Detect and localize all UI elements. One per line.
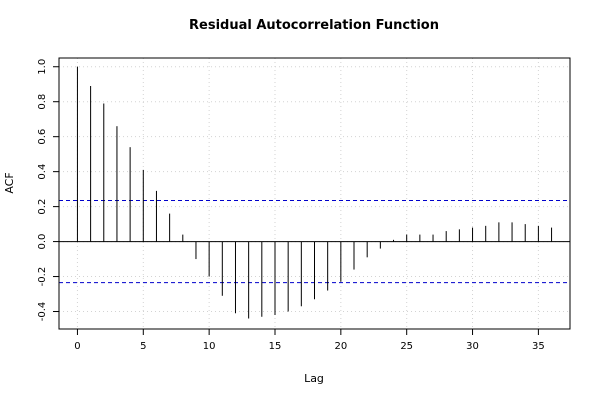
- y-tick-label: 1.0: [37, 59, 48, 75]
- x-axis-label: Lag: [304, 372, 324, 385]
- x-tick-label: 15: [269, 341, 282, 352]
- plot-frame: [58, 57, 571, 330]
- y-tick-label: 0.6: [37, 129, 48, 145]
- x-tick-label: 25: [400, 341, 413, 352]
- acf-bars: [76, 66, 553, 319]
- y-axis: -0.4 -0.2 0.0 0.2 0.4 0.6 0.8 1.0: [37, 59, 60, 322]
- y-axis-label: ACF: [3, 172, 16, 193]
- y-tick-label: 0.4: [37, 164, 48, 180]
- y-tick-label: 0.8: [37, 94, 48, 110]
- x-tick-label: 0: [74, 341, 80, 352]
- x-tick-label: 30: [466, 341, 479, 352]
- y-tick-label: -0.2: [37, 267, 48, 287]
- x-tick-label: 20: [334, 341, 347, 352]
- x-tick-label: 10: [203, 341, 216, 352]
- x-tick-label: 35: [532, 341, 545, 352]
- chart-title: Residual Autocorrelation Function: [189, 18, 439, 33]
- y-tick-label: 0.0: [37, 234, 48, 250]
- y-tick-label: 0.2: [37, 199, 48, 215]
- x-axis: 0 5 10 15 20 25 30 35: [74, 328, 545, 352]
- y-tick-label: -0.4: [37, 302, 48, 322]
- x-tick-label: 5: [140, 341, 146, 352]
